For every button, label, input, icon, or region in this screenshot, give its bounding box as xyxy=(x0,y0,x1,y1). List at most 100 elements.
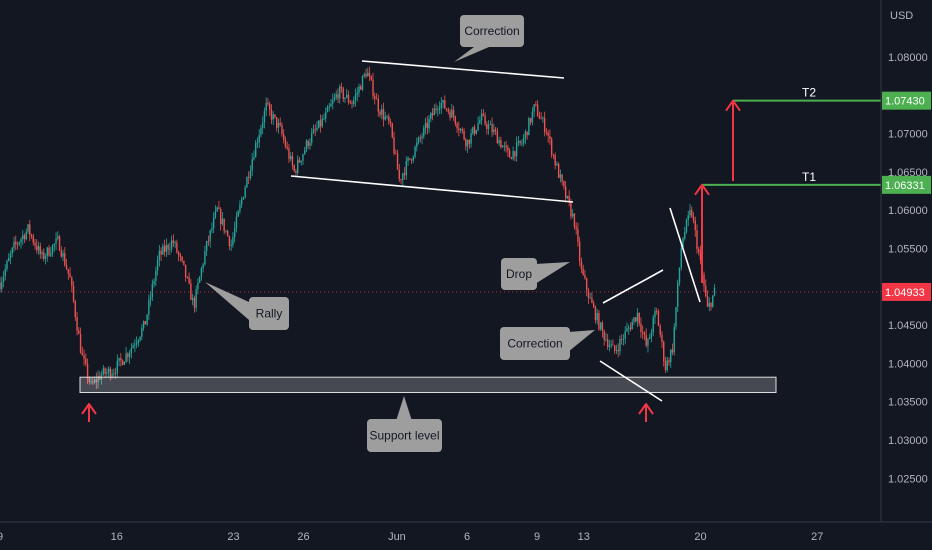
candle-body xyxy=(148,299,150,315)
candle-body xyxy=(610,344,612,346)
candle-body xyxy=(677,282,679,308)
x-tick-label: 9 xyxy=(534,531,540,543)
candle-body xyxy=(449,111,451,118)
candle-body xyxy=(447,109,450,112)
candle-body xyxy=(151,284,154,298)
candle-body xyxy=(393,137,395,154)
upper-channel-line[interactable] xyxy=(361,60,565,79)
candle-body xyxy=(270,109,273,120)
callout-rally[interactable]: Rally xyxy=(205,282,289,330)
candle-body xyxy=(599,322,602,330)
target-arrow-t1 xyxy=(694,183,710,283)
candle-body xyxy=(386,116,388,118)
candle-body xyxy=(43,252,45,259)
candle-body xyxy=(149,297,152,300)
candle-body xyxy=(694,220,696,231)
candle-body xyxy=(291,155,294,166)
callout-drop-text: Drop xyxy=(506,267,532,281)
candle-body xyxy=(130,348,133,354)
support-zone[interactable] xyxy=(79,376,777,394)
candle-body xyxy=(692,216,695,221)
candle-body xyxy=(53,243,55,246)
candle-body xyxy=(97,376,99,383)
candle-body xyxy=(275,117,278,128)
lower-channel-line[interactable] xyxy=(290,175,574,203)
candle-body xyxy=(307,140,309,146)
candle-body xyxy=(682,238,684,249)
candle-body xyxy=(367,72,369,77)
candle-body xyxy=(491,124,493,133)
candle-body xyxy=(74,301,77,318)
pullback-line[interactable] xyxy=(669,207,701,303)
candle-body xyxy=(318,120,320,128)
candle-body xyxy=(86,363,89,378)
candle-body xyxy=(104,368,106,374)
candle-body xyxy=(466,139,469,147)
candle-body xyxy=(240,199,243,205)
candle-body xyxy=(542,117,544,119)
candle-body xyxy=(349,101,351,104)
candle-body xyxy=(65,265,68,270)
candle-body xyxy=(445,108,448,110)
candle-body xyxy=(92,381,94,383)
callout-correction-bottom[interactable]: Correction xyxy=(500,327,595,360)
candle-body xyxy=(577,228,579,242)
candle-body xyxy=(205,241,208,252)
candle-body xyxy=(589,297,591,299)
candle-body xyxy=(388,116,390,122)
candle-body xyxy=(177,252,180,256)
candle-body xyxy=(554,155,556,166)
candle-body xyxy=(626,328,628,332)
candle-body xyxy=(433,108,436,116)
candle-body xyxy=(36,245,38,251)
candle-body xyxy=(274,114,276,118)
candle-body xyxy=(295,171,297,173)
candle-body xyxy=(69,273,71,278)
candle-body xyxy=(438,107,441,110)
candle-body xyxy=(379,111,381,115)
candle-body xyxy=(494,129,497,132)
correction-lower-line[interactable] xyxy=(599,360,663,402)
candle-body xyxy=(451,109,453,118)
correction-upper-line[interactable] xyxy=(602,269,664,304)
candle-body xyxy=(172,240,175,244)
candle-body xyxy=(207,241,210,242)
candle-body xyxy=(15,241,17,244)
candle-body xyxy=(155,270,157,282)
candle-body xyxy=(360,86,362,90)
candle-body xyxy=(480,113,483,121)
candle-body xyxy=(561,174,563,182)
time-axis[interactable] xyxy=(0,522,932,550)
candle-body xyxy=(212,217,215,229)
candle-body xyxy=(629,327,632,330)
candle-body xyxy=(190,283,192,300)
candle-body xyxy=(507,147,509,151)
candle-body xyxy=(34,242,36,246)
candle-body xyxy=(346,94,348,98)
candle-body xyxy=(571,213,574,217)
candle-body xyxy=(268,103,271,110)
candle-body xyxy=(239,204,241,212)
candle-body xyxy=(673,326,675,353)
candle-body xyxy=(221,218,224,225)
candle-body xyxy=(39,246,41,254)
callout-correction-top[interactable]: Correction xyxy=(454,15,524,62)
candle-body xyxy=(32,236,34,243)
callout-drop[interactable]: Drop xyxy=(501,258,570,290)
candle-body xyxy=(353,100,355,105)
candle-body xyxy=(246,177,248,188)
price-axis[interactable] xyxy=(881,0,932,550)
candle-body xyxy=(128,353,131,358)
candle-body xyxy=(549,136,551,139)
candle-body xyxy=(431,113,434,116)
candle-body xyxy=(202,264,204,269)
candle-body xyxy=(256,142,259,144)
callout-support[interactable]: Support level xyxy=(367,396,442,452)
candle-body xyxy=(319,120,322,127)
candle-body xyxy=(706,296,709,307)
candle-body xyxy=(95,379,98,383)
candle-body xyxy=(167,244,169,250)
candle-body xyxy=(517,140,520,143)
candle-body xyxy=(601,322,604,332)
